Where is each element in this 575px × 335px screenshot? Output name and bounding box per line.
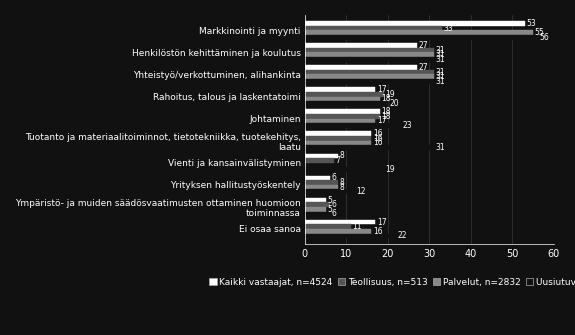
- Bar: [305, 92, 384, 96]
- Text: 17: 17: [377, 117, 387, 125]
- Text: 16: 16: [373, 129, 382, 138]
- Text: 31: 31: [435, 46, 445, 55]
- Text: 6: 6: [331, 174, 336, 183]
- Text: 11: 11: [352, 222, 362, 231]
- Text: 22: 22: [398, 231, 407, 241]
- Text: 56: 56: [539, 33, 549, 42]
- Text: 8: 8: [340, 183, 344, 192]
- Text: 33: 33: [443, 23, 453, 32]
- Bar: [305, 79, 434, 84]
- Bar: [305, 168, 384, 172]
- Bar: [305, 26, 442, 30]
- Bar: [305, 185, 338, 189]
- Text: 16: 16: [373, 134, 382, 143]
- Bar: [305, 123, 400, 128]
- Text: 53: 53: [527, 19, 536, 28]
- Text: 18: 18: [381, 94, 391, 103]
- Text: 31: 31: [435, 50, 445, 59]
- Bar: [305, 52, 434, 57]
- Bar: [305, 158, 334, 163]
- Bar: [305, 114, 380, 119]
- Bar: [305, 70, 434, 74]
- Bar: [305, 220, 375, 224]
- Text: 16: 16: [373, 227, 382, 236]
- Text: 18: 18: [381, 107, 391, 116]
- Text: 7: 7: [336, 156, 340, 165]
- Bar: [305, 132, 371, 136]
- Bar: [305, 233, 396, 238]
- Text: 27: 27: [419, 63, 428, 72]
- Bar: [305, 198, 325, 202]
- Text: 17: 17: [377, 218, 387, 226]
- Text: 31: 31: [435, 143, 445, 152]
- Bar: [305, 145, 434, 150]
- Bar: [305, 141, 371, 145]
- Bar: [305, 207, 325, 211]
- Text: 18: 18: [381, 112, 391, 121]
- Bar: [305, 96, 380, 101]
- Text: 31: 31: [435, 55, 445, 64]
- Bar: [305, 43, 417, 48]
- Text: 16: 16: [373, 138, 382, 147]
- Text: 19: 19: [385, 165, 395, 174]
- Text: 12: 12: [356, 187, 366, 196]
- Text: 31: 31: [435, 72, 445, 81]
- Bar: [305, 110, 380, 114]
- Text: 6: 6: [331, 209, 336, 218]
- Bar: [305, 57, 434, 62]
- Bar: [305, 65, 417, 70]
- Bar: [305, 74, 434, 79]
- Legend: Kaikki vastaajat, n=4524, Teollisuus, n=513, Palvelut, n=2832, Uusiutuva energia: Kaikki vastaajat, n=4524, Teollisuus, n=…: [206, 274, 575, 290]
- Text: 19: 19: [385, 90, 395, 99]
- Text: 5: 5: [327, 196, 332, 204]
- Bar: [305, 30, 533, 35]
- Bar: [305, 202, 330, 207]
- Text: 8: 8: [340, 151, 344, 160]
- Text: 55: 55: [535, 28, 545, 37]
- Bar: [305, 153, 338, 158]
- Bar: [305, 21, 525, 26]
- Text: 31: 31: [435, 77, 445, 86]
- Bar: [305, 189, 355, 194]
- Bar: [305, 180, 338, 185]
- Text: 6: 6: [331, 200, 336, 209]
- Bar: [305, 229, 371, 233]
- Bar: [305, 224, 351, 229]
- Text: 20: 20: [390, 99, 399, 108]
- Text: 31: 31: [435, 68, 445, 77]
- Text: 8: 8: [340, 178, 344, 187]
- Bar: [305, 35, 537, 40]
- Text: 17: 17: [377, 85, 387, 94]
- Bar: [305, 87, 375, 92]
- Bar: [305, 136, 371, 141]
- Bar: [305, 48, 434, 52]
- Bar: [305, 176, 330, 180]
- Text: 5: 5: [327, 205, 332, 214]
- Text: 23: 23: [402, 121, 412, 130]
- Bar: [305, 211, 330, 216]
- Bar: [305, 119, 375, 123]
- Bar: [305, 101, 388, 106]
- Text: 27: 27: [419, 41, 428, 50]
